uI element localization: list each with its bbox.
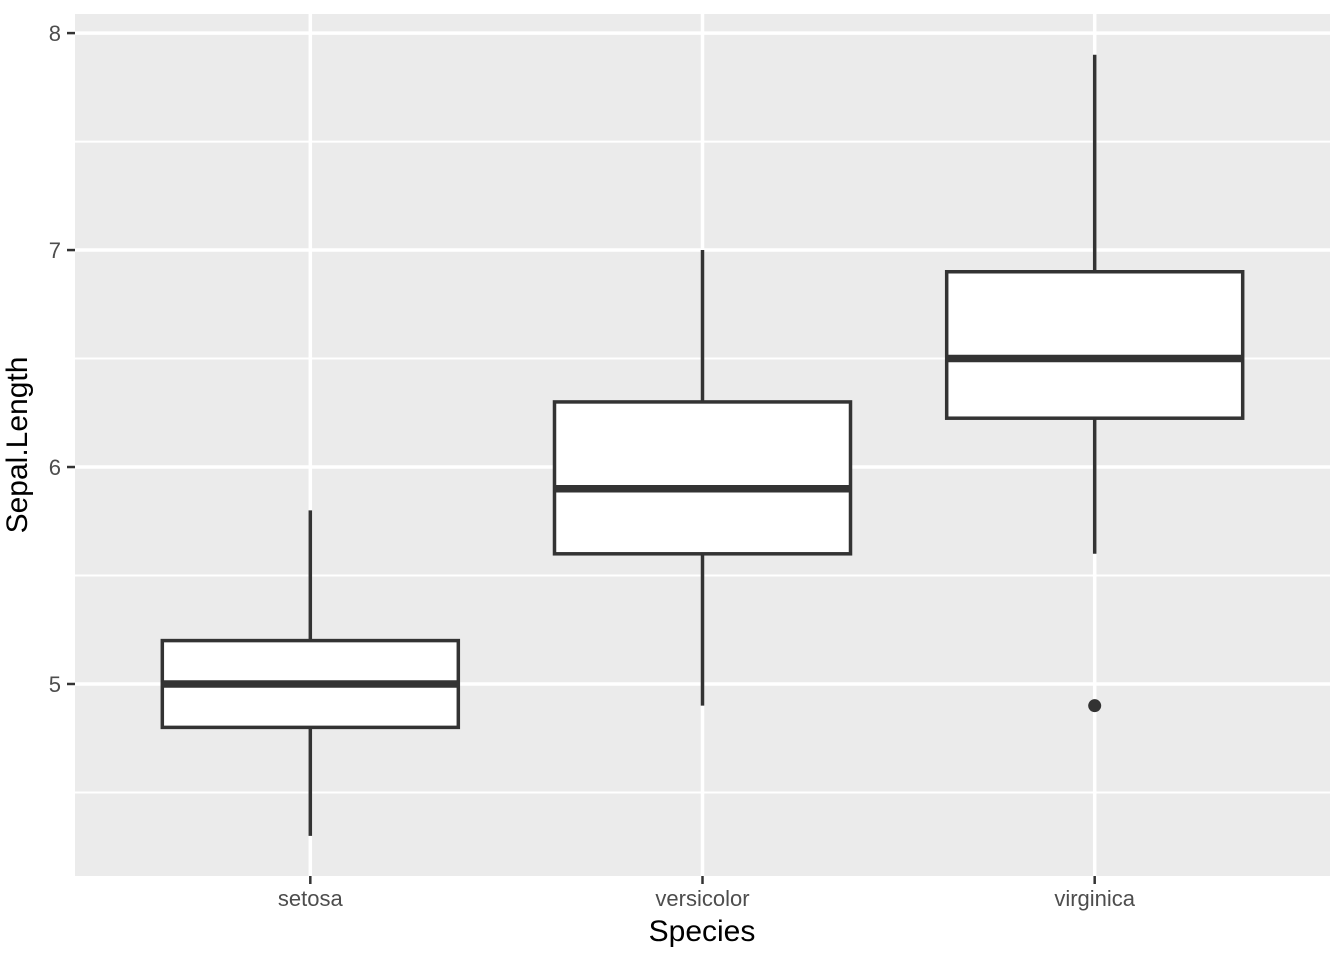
x-tick-label: versicolor [655, 886, 749, 911]
box [552, 400, 853, 556]
axis-ticks [67, 31, 1096, 884]
y-tick-label: 8 [49, 21, 61, 46]
x-tick-label: virginica [1054, 886, 1135, 911]
y-tick-label: 7 [49, 238, 61, 263]
x-axis-title: Species [649, 915, 756, 948]
outlier-point [1088, 699, 1102, 713]
y-tick-label: 6 [49, 455, 61, 480]
boxplots [160, 54, 1245, 836]
axis-tick-labels: 5 6 7 8 setosa versicolor virginica [49, 21, 1136, 911]
y-axis-title: Sepal.Length [1, 357, 34, 534]
x-tick-label: setosa [278, 886, 344, 911]
box [944, 270, 1245, 420]
y-tick-label: 5 [49, 672, 61, 697]
